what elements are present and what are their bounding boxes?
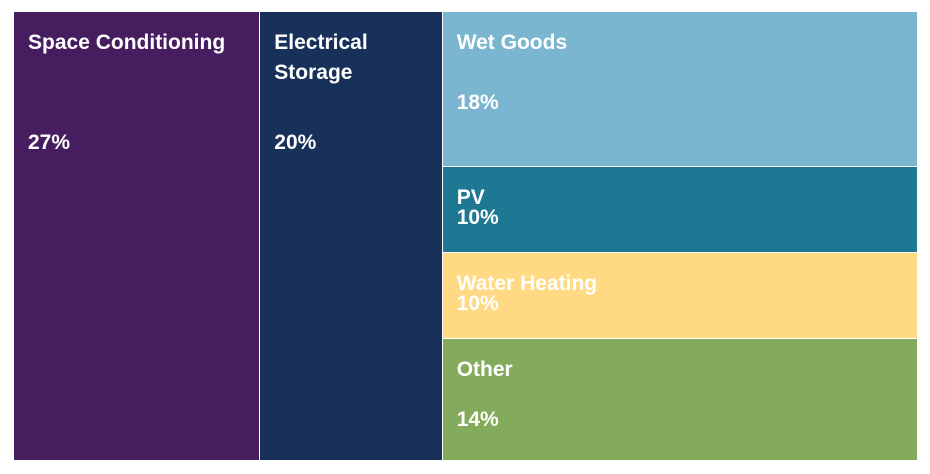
tile-label: Wet Goods bbox=[456, 31, 568, 54]
tile-space-conditioning: Space Conditioning 27% bbox=[12, 11, 262, 461]
tile-electrical-storage: Electrical Storage 20% bbox=[259, 11, 444, 461]
tile-water-heating: Water Heating 10% bbox=[441, 252, 918, 341]
tile-value: 10% bbox=[456, 206, 499, 230]
tile-other: Other 14% bbox=[441, 338, 918, 461]
treemap-chart: Space Conditioning 27% Electrical Storage 2… bbox=[12, 10, 918, 461]
tile-label: Other bbox=[456, 358, 513, 382]
tile-label: Electrical Storage bbox=[274, 31, 368, 84]
tile-label: Water Heating bbox=[456, 272, 598, 296]
tile-wet-goods: Wet Goods 18% bbox=[441, 10, 918, 169]
tile-value: 27% bbox=[28, 131, 71, 154]
tile-value: 14% bbox=[456, 408, 499, 432]
tile-value: 18% bbox=[456, 91, 499, 114]
tile-pv: PV 10% bbox=[441, 166, 918, 255]
tile-value: 10% bbox=[456, 292, 499, 316]
tile-label: PV bbox=[456, 186, 485, 210]
tile-value: 20% bbox=[274, 131, 317, 154]
tile-label: Space Conditioning bbox=[28, 31, 226, 54]
